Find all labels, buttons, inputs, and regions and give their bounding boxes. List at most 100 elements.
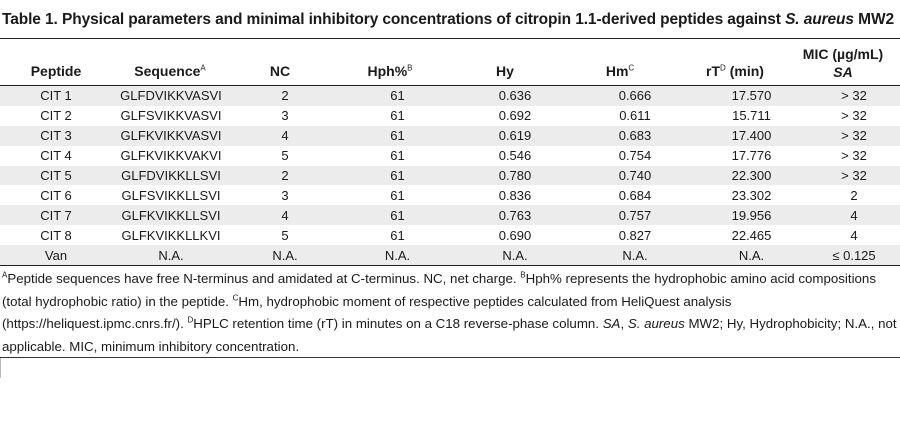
- header-hph: Hph%B: [367, 63, 413, 79]
- cell-mic: > 32: [808, 165, 900, 186]
- cell-rt: 22.300: [695, 165, 808, 186]
- table-caption: Table 1. Physical parameters and minimal…: [2, 11, 894, 29]
- cell-mic: 4: [808, 225, 900, 246]
- cell-rt: 22.465: [695, 225, 808, 246]
- footnote-b: Hph% represents the hydrophobic amino ac…: [2, 271, 876, 309]
- footnote-mark-b: B: [520, 270, 526, 280]
- cell-peptide: CIT 2: [0, 105, 112, 126]
- cell-hm: 0.684: [575, 185, 695, 206]
- cell-hm: 0.827: [575, 225, 695, 246]
- cell-hm: 0.740: [575, 165, 695, 186]
- cell-peptide: CIT 7: [0, 205, 112, 226]
- cell-hph: 61: [340, 86, 455, 106]
- cell-hph: N.A.: [340, 245, 455, 266]
- header-rt: rTD (min): [706, 63, 764, 79]
- cell-hm: 0.754: [575, 145, 695, 166]
- table-row: CIT 1 GLFDVIKKVASVI 2 61 0.636 0.666 17.570 > 3…: [0, 86, 900, 106]
- cell-mic: > 32: [808, 86, 900, 106]
- cell-hy: 0.692: [455, 105, 575, 126]
- table-row: CIT 3 GLFKVIKKVASVI 4 61 0.619 0.683 17.400 > 3…: [0, 125, 900, 146]
- cell-hm: 0.666: [575, 86, 695, 106]
- header-nc: NC: [269, 63, 291, 79]
- header-hm: HmC: [605, 63, 635, 79]
- footnote-tail: MW2; Hy, Hydrophobicity; N.A., not appli…: [2, 316, 897, 354]
- cell-hy: 0.836: [455, 185, 575, 206]
- cell-rt: 23.302: [695, 185, 808, 206]
- header-rule: [0, 85, 900, 86]
- footnote-mark-a: A: [2, 270, 8, 280]
- cell-hy: 0.763: [455, 205, 575, 226]
- cell-hy: N.A.: [455, 245, 575, 266]
- cell-mic: > 32: [808, 125, 900, 146]
- cell-sequence: GLFKVIKKVASVI: [112, 125, 230, 146]
- table-row: CIT 2 GLFSVIKKVASVI 3 61 0.692 0.611 15.711 > 3…: [0, 105, 900, 126]
- header-sequence: SequenceA: [134, 63, 206, 79]
- cell-hm: 0.757: [575, 205, 695, 226]
- cell-mic: > 32: [808, 105, 900, 126]
- hph-footnote-mark: B: [407, 63, 413, 73]
- cell-nc: 4: [230, 205, 340, 226]
- cell-hph: 61: [340, 105, 455, 126]
- cell-nc: 5: [230, 225, 340, 246]
- cell-mic: 2: [808, 185, 900, 206]
- cell-nc: 2: [230, 86, 340, 106]
- footnote-mark-c: C: [232, 293, 239, 303]
- cell-peptide: CIT 5: [0, 165, 112, 186]
- cell-hph: 61: [340, 125, 455, 146]
- footnote-mark-d: D: [187, 315, 194, 325]
- end-tick: [0, 358, 1, 378]
- cell-peptide: CIT 1: [0, 86, 112, 106]
- cell-hy: 0.546: [455, 145, 575, 166]
- cell-sequence: N.A.: [112, 245, 230, 266]
- footnote-sa-sep: ,: [620, 316, 628, 331]
- sequence-footnote-mark: A: [200, 63, 206, 73]
- cell-peptide: Van: [0, 245, 112, 266]
- cell-nc: N.A.: [230, 245, 340, 266]
- caption-suffix: MW2: [853, 11, 895, 28]
- caption-organism: S. aureus: [785, 11, 854, 28]
- cell-hph: 61: [340, 145, 455, 166]
- cell-hph: 61: [340, 225, 455, 246]
- cell-hm: 0.683: [575, 125, 695, 146]
- cell-nc: 2: [230, 165, 340, 186]
- footnote-d: HPLC retention time (rT) in minutes on a…: [193, 316, 603, 331]
- cell-nc: 3: [230, 185, 340, 206]
- cell-sequence: GLFSVIKKLLSVI: [112, 185, 230, 206]
- cell-nc: 3: [230, 105, 340, 126]
- cell-peptide: CIT 8: [0, 225, 112, 246]
- cell-sequence: GLFKVIKKLLSVI: [112, 205, 230, 226]
- footnote-a: Peptide sequences have free N-terminus a…: [7, 271, 521, 286]
- table-footnote: APeptide sequences have free N-terminus …: [2, 268, 898, 358]
- cell-hph: 61: [340, 165, 455, 186]
- cell-rt: N.A.: [695, 245, 808, 266]
- table-row: CIT 7 GLFKVIKKLLSVI 4 61 0.763 0.757 19.956 4: [0, 205, 900, 226]
- cell-hy: 0.690: [455, 225, 575, 246]
- cell-mic: > 32: [808, 145, 900, 166]
- cell-peptide: CIT 4: [0, 145, 112, 166]
- bottom-rule: [0, 265, 900, 266]
- hm-footnote-mark: C: [628, 63, 635, 73]
- footnote-c: Hm, hydrophobic moment of respective pep…: [2, 293, 732, 332]
- cell-sequence: GLFKVIKKLLKVI: [112, 225, 230, 246]
- cell-peptide: CIT 3: [0, 125, 112, 146]
- cell-hph: 61: [340, 205, 455, 226]
- header-mic: MIC (µg/mL) SA: [790, 45, 896, 81]
- cell-hm: N.A.: [575, 245, 695, 266]
- cell-rt: 17.776: [695, 145, 808, 166]
- cell-nc: 5: [230, 145, 340, 166]
- table-row: CIT 6 GLFSVIKKLLSVI 3 61 0.836 0.684 23.302 2: [0, 185, 900, 206]
- table-row: CIT 4 GLFKVIKKVAKVI 5 61 0.546 0.754 17.776 > 3…: [0, 145, 900, 166]
- cell-nc: 4: [230, 125, 340, 146]
- cell-rt: 19.956: [695, 205, 808, 226]
- caption-prefix: Table 1. Physical parameters and minimal…: [2, 11, 786, 28]
- footnote-sa-org: S. aureus: [627, 316, 685, 331]
- cell-peptide: CIT 6: [0, 185, 112, 206]
- cell-sequence: GLFDVIKKLLSVI: [112, 165, 230, 186]
- table-body: CIT 1 GLFDVIKKVASVI 2 61 0.636 0.666 17.570 > 3…: [0, 86, 900, 266]
- cell-rt: 17.570: [695, 86, 808, 106]
- header-peptide: Peptide: [30, 63, 82, 79]
- cell-hy: 0.636: [455, 86, 575, 106]
- data-table: CIT 1 GLFDVIKKVASVI 2 61 0.636 0.666 17.570 > 3…: [0, 86, 900, 266]
- cell-sequence: GLFDVIKKVASVI: [112, 86, 230, 106]
- cell-rt: 15.711: [695, 105, 808, 126]
